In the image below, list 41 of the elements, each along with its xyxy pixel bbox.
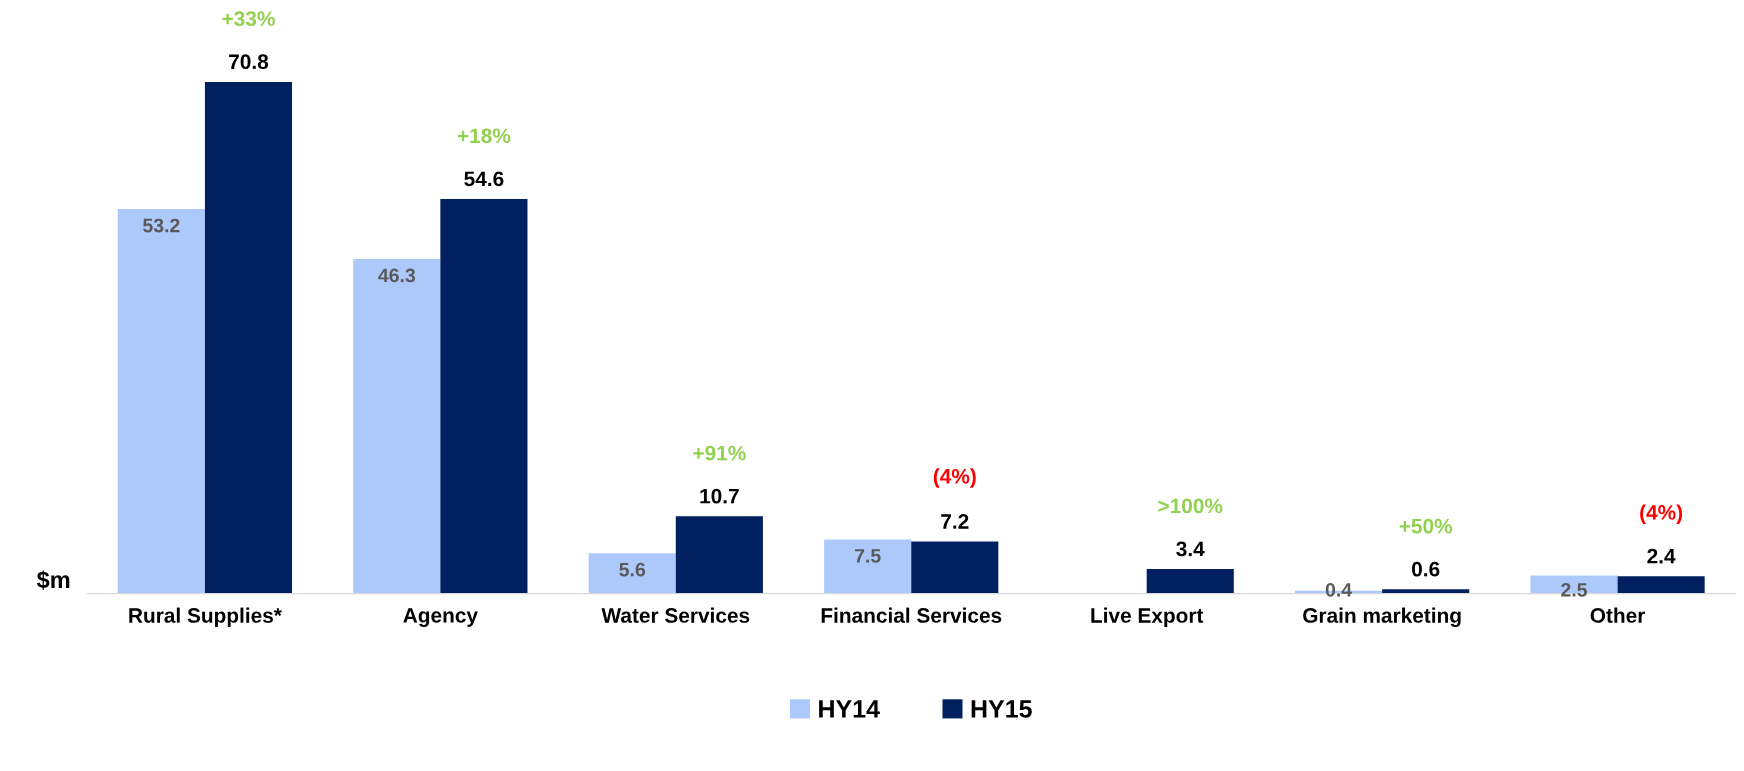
bar: [911, 541, 999, 594]
legend-label: HY15: [971, 700, 1032, 718]
bar: [204, 81, 293, 594]
data-label: 5.6: [619, 562, 646, 577]
annotation: (4%): [933, 468, 976, 488]
data-label: 70.8: [229, 54, 269, 70]
data-label: 7.2: [941, 514, 969, 529]
text: +33%: [222, 11, 275, 27]
x-tick-label: Other: [1590, 607, 1646, 623]
x-tick-label: Agency: [403, 608, 478, 627]
data-label: 0.6: [1412, 561, 1440, 577]
data-label: 54.6: [464, 171, 504, 187]
data-label: 2.5: [1561, 582, 1587, 597]
data-label: 53.2: [143, 218, 180, 233]
data-label: 10.7: [700, 488, 739, 504]
bar: [117, 209, 205, 594]
data-label: 46.3: [378, 268, 416, 283]
annotation: +50%: [1399, 518, 1453, 534]
x-tick-label: Water Services: [601, 607, 750, 623]
bar: [440, 198, 528, 594]
bar: [353, 258, 441, 594]
x-tick-label: Live Export: [1091, 607, 1204, 627]
data-label: 2.4: [1647, 548, 1676, 564]
bar: [1146, 569, 1234, 594]
bar: [1617, 576, 1705, 594]
annotation: +91%: [693, 445, 746, 461]
x-tick-label: Financial Services: [821, 607, 1002, 623]
bar: [588, 553, 676, 594]
bar: [824, 539, 912, 594]
x-tick-label: Grain marketing: [1303, 607, 1461, 628]
x-tick-label: Rural Supplies*: [129, 607, 282, 627]
annotation: (4%): [1640, 504, 1683, 524]
y-axis-title: $m: [36, 570, 70, 590]
annotation: >100%: [1158, 498, 1223, 514]
data-label: 7.5: [855, 549, 881, 563]
data-label: 3.4: [1176, 541, 1205, 557]
bar: [675, 516, 763, 594]
data-label: 0.4: [1325, 582, 1352, 597]
legend-label: HY14: [819, 700, 880, 718]
bar: [1382, 589, 1470, 594]
annotation: +18%: [457, 128, 511, 144]
